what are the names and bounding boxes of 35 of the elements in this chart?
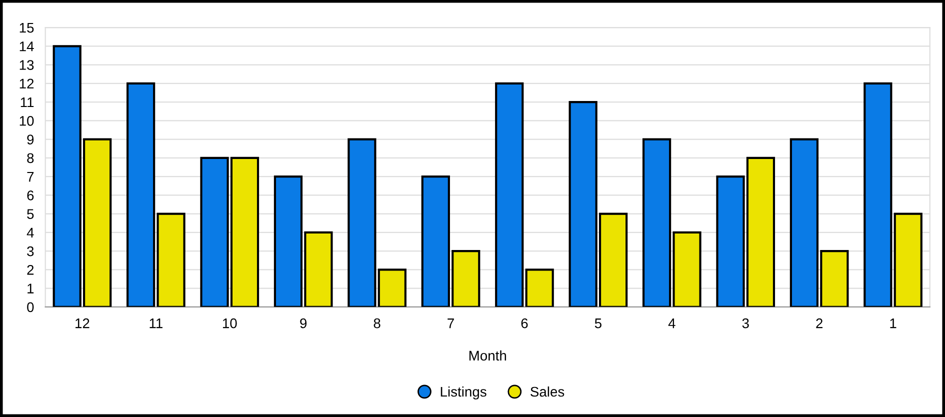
x-tick-label: 2 — [816, 318, 822, 328]
y-tick-label: 11 — [20, 98, 34, 108]
y-tick-label: 13 — [20, 60, 34, 70]
y-tick-label: 2 — [27, 264, 34, 275]
x-tick-label: 10 — [222, 318, 237, 328]
x-tick-label: 11 — [150, 318, 162, 328]
y-tick-label: 0 — [27, 302, 34, 312]
legend-label: Sales — [530, 386, 564, 397]
x-tick-label: 3 — [742, 318, 749, 328]
y-tick-label: 14 — [20, 42, 34, 52]
x-tick-label: 9 — [300, 318, 307, 328]
y-tick-label: 7 — [27, 172, 34, 182]
x-tick-label: 8 — [374, 318, 380, 328]
x-tick-label: 6 — [521, 318, 528, 328]
y-tick-label: 10 — [20, 116, 34, 126]
y-tick-label: 8 — [27, 153, 34, 164]
y-tick-label: 9 — [27, 134, 34, 144]
y-tick-label: 12 — [20, 78, 34, 88]
x-tick-label: 4 — [668, 318, 676, 328]
x-tick-label: 1 — [890, 318, 896, 328]
x-tick-label: 5 — [594, 318, 602, 328]
x-tick-label: 7 — [448, 318, 454, 328]
bar — [495, 82, 524, 307]
y-tick-label: 1 — [28, 284, 34, 294]
y-tick-label: 15 — [20, 23, 34, 33]
y-tick-label: 4 — [26, 228, 34, 238]
legend-label: Listings — [440, 386, 486, 400]
bar — [864, 82, 892, 307]
x-axis-title: Month — [469, 350, 506, 361]
x-tick-label: 12 — [76, 318, 90, 328]
y-tick-label: 3 — [27, 246, 34, 256]
bar — [525, 268, 554, 307]
y-tick-label: 6 — [27, 190, 34, 200]
bar — [894, 212, 922, 307]
y-tick-label: 5 — [27, 209, 34, 219]
